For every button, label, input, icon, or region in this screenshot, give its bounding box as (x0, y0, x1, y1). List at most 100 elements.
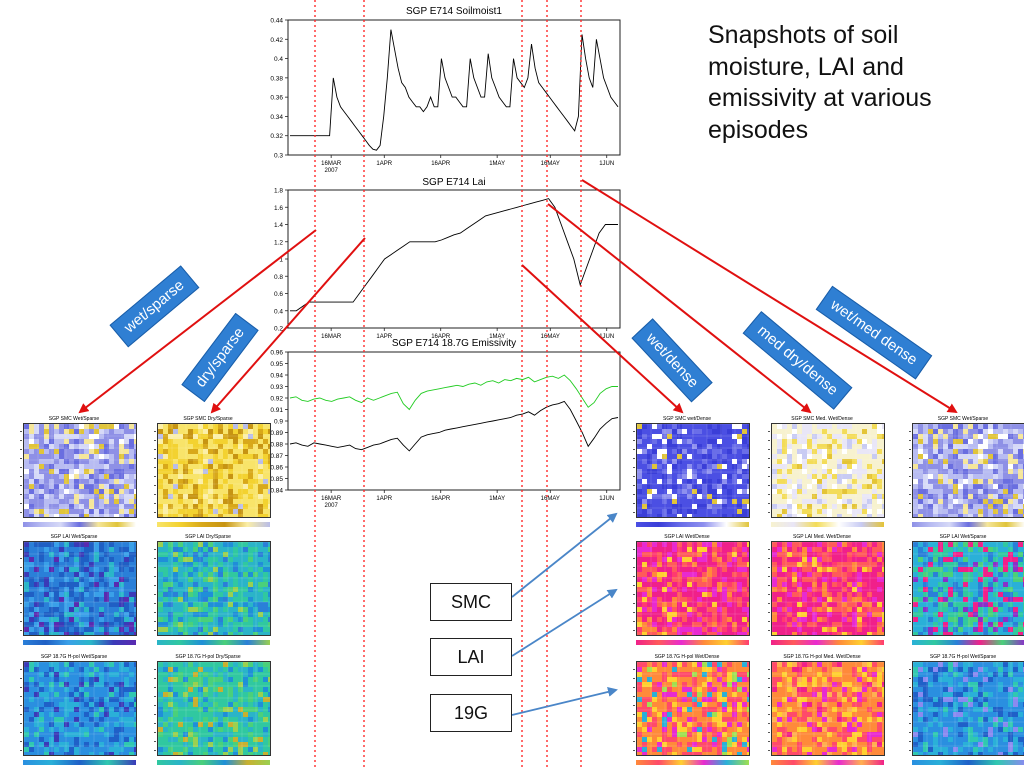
map-field (636, 423, 750, 518)
map-field (157, 541, 271, 636)
map-panel: SGP SMC Med. Wet/Dense (760, 415, 885, 530)
x-tick-label: 2007 (324, 168, 338, 174)
map-title: SGP 18.7G H-pol Med. Wet/Dense (783, 654, 861, 660)
y-tick: 0.38 (270, 75, 288, 82)
y-tick: 0.42 (270, 37, 288, 44)
y-tick: 0.84 (270, 488, 288, 495)
map-lat-ticks (909, 661, 911, 754)
y-tick-label: 1.6 (274, 205, 283, 212)
y-tick-label: 1.4 (274, 222, 283, 229)
map-colorbar (157, 760, 270, 765)
legend-arrows (511, 512, 618, 716)
map-panel: SGP LAI Dry/Sparse (146, 533, 271, 648)
lai-title: SGP E714 Lai (422, 177, 485, 188)
x-tick-label: 1MAY (489, 161, 505, 167)
map-colorbar (636, 640, 749, 645)
x-tick-label: 16MAR (321, 334, 342, 340)
lai-xaxis: 16MAR 1APR 16APR 1MAY 16MAY 1JUN (321, 328, 614, 340)
lai-chart: SGP E714 Lai 0.2 0.4 0.6 0.8 1 1.2 1.4 1.6 1.8 1… (274, 177, 621, 340)
map-lat-ticks (633, 661, 635, 754)
emissivity-title: SGP E714 18.7G Emissivity (392, 338, 516, 349)
y-tick-label: 1.2 (274, 239, 283, 246)
x-tick-label: 1JUN (599, 161, 614, 167)
arrow-smc (511, 512, 618, 598)
y-tick: 0.36 (270, 95, 288, 102)
y-tick-label: 0.4 (274, 308, 283, 315)
map-panel: SGP 18.7G H-pol Wet/Dense (625, 653, 750, 768)
arrow-lai (511, 588, 618, 657)
map-colorbar (157, 522, 270, 527)
map-colorbar (912, 522, 1024, 527)
map-panel: SGP SMC Wet/Sparse (12, 415, 137, 530)
y-tick-label: 0.94 (270, 373, 283, 380)
y-tick: 0.91 (270, 407, 288, 414)
map-title: SGP SMC Wet/Sparse (937, 416, 989, 422)
x-tick-label: 1APR (376, 161, 392, 167)
map-title: SGP SMC Med. Wet/Dense (791, 416, 853, 422)
episode-arrows (78, 179, 958, 414)
y-tick: 0.8 (274, 274, 288, 281)
map-colorbar (23, 640, 136, 645)
episode-guide-lines (314, 0, 582, 768)
y-tick-label: 0.8 (274, 274, 283, 281)
soilmoist-yaxis: 0.3 0.32 0.34 0.36 0.38 0.4 0.42 0.44 (270, 18, 288, 160)
map-field (157, 423, 271, 518)
map-panel: SGP 18.7G H-pol Wet/Sparse (12, 653, 137, 768)
series-line (290, 198, 618, 312)
y-tick: 0.4 (274, 56, 288, 63)
map-colorbar (636, 522, 749, 527)
map-colorbar (157, 640, 270, 645)
y-tick-label: 0.86 (270, 465, 283, 472)
y-tick: 1 (279, 257, 288, 264)
y-tick: 1.8 (274, 188, 288, 195)
map-lat-ticks (20, 423, 22, 516)
map-colorbar (23, 522, 136, 527)
map-lat-ticks (154, 541, 156, 634)
map-panel: SGP SMC Wet/Sparse (901, 415, 1024, 530)
map-title: SGP 18.7G H-pol Dry/Sparse (175, 654, 241, 660)
y-tick-label: 0.6 (274, 291, 283, 298)
arrow-wet-sparse (78, 229, 317, 414)
emissivity-yaxis: 0.84 0.85 0.86 0.87 0.88 0.89 0.9 0.91 0.92 0.93 0… (270, 350, 288, 495)
y-tick: 0.94 (270, 373, 288, 380)
y-tick-label: 1.8 (274, 188, 283, 195)
map-lat-ticks (909, 541, 911, 634)
map-title: SGP SMC Wet/Sparse (48, 416, 100, 422)
x-tick-label: 1JUN (599, 334, 614, 340)
y-tick-label: 0.84 (270, 488, 283, 495)
y-tick-label: 0.2 (274, 326, 283, 333)
x-tick-label: 16APR (431, 334, 451, 340)
map-colorbar (771, 640, 884, 645)
series-line (290, 29, 619, 151)
map-panel: SGP SMC Dry/Sparse (146, 415, 271, 530)
y-tick-label: 0.93 (270, 384, 283, 391)
y-tick: 0.93 (270, 384, 288, 391)
lai-frame (287, 189, 621, 329)
y-tick: 0.89 (270, 430, 288, 437)
map-title: SGP LAI Wet/Dense (664, 534, 710, 540)
map-title: SGP SMC wet/Dense (663, 416, 711, 422)
y-tick-label: 0.36 (270, 95, 283, 102)
map-lat-ticks (633, 423, 635, 516)
y-tick: 1.4 (274, 222, 288, 229)
map-field (912, 661, 1024, 756)
map-title: SGP 18.7G H-pol Wet/Sparse (929, 654, 997, 660)
map-colorbar (912, 760, 1024, 765)
map-colorbar (912, 640, 1024, 645)
lai-yaxis: 0.2 0.4 0.6 0.8 1 1.2 1.4 1.6 1.8 (274, 188, 288, 333)
map-lat-ticks (768, 541, 770, 634)
y-tick-label: 0.85 (270, 476, 283, 483)
soilmoist-chart: SGP E714 Soilmoist1 0.30.320.340.360.380… (270, 6, 621, 174)
y-tick-label: 0.38 (270, 75, 283, 82)
map-field (23, 661, 137, 756)
y-tick-label: 0.89 (270, 430, 283, 437)
y-tick: 0.85 (270, 476, 288, 483)
emissivity-frame (287, 351, 621, 491)
y-tick: 0.3 (274, 153, 288, 160)
y-tick: 0.4 (274, 308, 288, 315)
x-tick-label: 1JUN (599, 496, 614, 502)
map-field (636, 661, 750, 756)
map-lat-ticks (633, 541, 635, 634)
